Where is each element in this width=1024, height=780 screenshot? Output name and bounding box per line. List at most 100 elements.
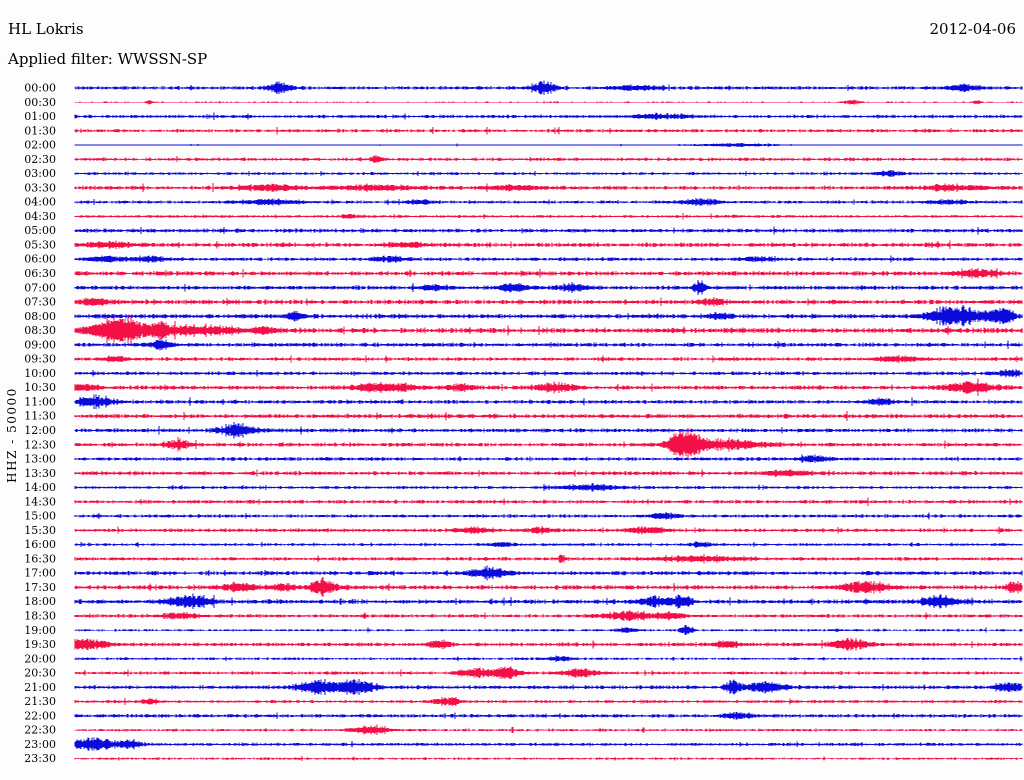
time-label: 12:30 <box>24 438 56 451</box>
trace-06:30 <box>74 267 1023 279</box>
trace-03:30 <box>74 183 1023 193</box>
trace-00:00 <box>74 80 1023 95</box>
header: HL Lokris 2012-04-06 <box>8 21 1016 37</box>
time-label: 20:00 <box>24 652 56 665</box>
time-label: 05:30 <box>24 239 56 252</box>
trace-06:00 <box>74 255 1023 263</box>
trace-12:30 <box>74 427 1023 461</box>
trace-03:00 <box>74 169 1023 178</box>
trace-15:00 <box>74 512 1023 520</box>
trace-05:30 <box>74 240 1023 250</box>
time-label: 22:00 <box>24 709 56 722</box>
trace-11:30 <box>74 411 1023 421</box>
trace-20:30 <box>74 666 1023 679</box>
time-label: 20:30 <box>24 667 56 680</box>
time-label: 01:00 <box>24 110 56 123</box>
time-label: 08:00 <box>24 310 56 323</box>
trace-18:00 <box>74 593 1023 610</box>
time-label: 15:00 <box>24 510 56 523</box>
time-label: 15:30 <box>24 524 56 537</box>
trace-21:30 <box>74 696 1023 706</box>
trace-12:00 <box>74 422 1023 439</box>
trace-19:30 <box>74 637 1023 651</box>
time-label: 00:00 <box>24 82 56 95</box>
trace-14:30 <box>74 497 1023 506</box>
trace-14:00 <box>74 483 1023 492</box>
time-label: 05:00 <box>24 224 56 237</box>
trace-01:30 <box>74 126 1023 135</box>
time-label: 14:00 <box>24 481 56 494</box>
trace-18:30 <box>74 610 1023 621</box>
trace-04:00 <box>74 198 1023 206</box>
time-label: 08:30 <box>24 324 56 337</box>
trace-11:00 <box>74 394 1023 409</box>
time-label: 13:30 <box>24 467 56 480</box>
trace-23:30 <box>74 756 1023 762</box>
time-label: 19:00 <box>24 624 56 637</box>
time-label: 03:00 <box>24 167 56 180</box>
time-label: 13:00 <box>24 453 56 466</box>
trace-00:30 <box>74 99 1023 105</box>
time-label: 06:00 <box>24 253 56 266</box>
trace-10:00 <box>74 368 1023 378</box>
trace-21:00 <box>74 678 1023 696</box>
trace-19:00 <box>74 625 1023 636</box>
trace-02:30 <box>74 155 1023 164</box>
station-title: HL Lokris <box>8 20 84 38</box>
trace-09:30 <box>74 355 1023 363</box>
trace-13:30 <box>74 469 1023 477</box>
trace-05:00 <box>74 226 1023 235</box>
time-label: 10:00 <box>24 367 56 380</box>
time-label: 21:30 <box>24 695 56 708</box>
time-label: 21:00 <box>24 681 56 694</box>
time-label: 11:30 <box>24 410 56 423</box>
trace-17:00 <box>74 565 1023 581</box>
trace-13:00 <box>74 454 1023 464</box>
time-label: 12:00 <box>24 424 56 437</box>
filter-label: Applied filter: WWSSN-SP <box>8 50 208 68</box>
time-label: 17:30 <box>24 581 56 594</box>
time-label: 23:30 <box>24 752 56 765</box>
time-label: 18:30 <box>24 610 56 623</box>
trace-20:00 <box>74 655 1023 662</box>
time-label: 04:00 <box>24 196 56 209</box>
trace-23:00 <box>74 737 1023 751</box>
time-label: 23:00 <box>24 738 56 751</box>
time-label: 04:30 <box>24 210 56 223</box>
time-label: 02:00 <box>24 139 56 152</box>
trace-08:30 <box>74 315 1023 345</box>
time-label: 07:30 <box>24 296 56 309</box>
trace-09:00 <box>74 338 1023 351</box>
trace-15:30 <box>74 525 1023 535</box>
time-label: 03:30 <box>24 181 56 194</box>
time-label: 16:00 <box>24 538 56 551</box>
time-label: 18:00 <box>24 595 56 608</box>
trace-17:30 <box>74 577 1023 597</box>
record-date: 2012-04-06 <box>929 20 1016 38</box>
time-label: 22:30 <box>24 724 56 737</box>
time-label: 14:30 <box>24 495 56 508</box>
time-label: 10:30 <box>24 381 56 394</box>
time-label: 09:00 <box>24 338 56 351</box>
trace-10:30 <box>74 378 1023 396</box>
time-label: 06:30 <box>24 267 56 280</box>
trace-02:00 <box>74 142 1023 148</box>
time-label: 16:30 <box>24 552 56 565</box>
time-label: 01:30 <box>24 124 56 137</box>
trace-22:00 <box>74 711 1023 720</box>
time-label: 17:00 <box>24 567 56 580</box>
trace-22:30 <box>74 724 1023 736</box>
time-label: 07:00 <box>24 281 56 294</box>
trace-08:00 <box>74 305 1023 327</box>
time-label: 11:00 <box>24 395 56 408</box>
trace-16:00 <box>74 541 1023 548</box>
trace-01:00 <box>74 112 1023 121</box>
trace-04:30 <box>74 213 1023 220</box>
time-label: 19:30 <box>24 638 56 651</box>
time-label: 00:30 <box>24 96 56 109</box>
trace-16:30 <box>74 554 1023 564</box>
time-label: 02:30 <box>24 153 56 166</box>
trace-07:30 <box>74 297 1023 307</box>
